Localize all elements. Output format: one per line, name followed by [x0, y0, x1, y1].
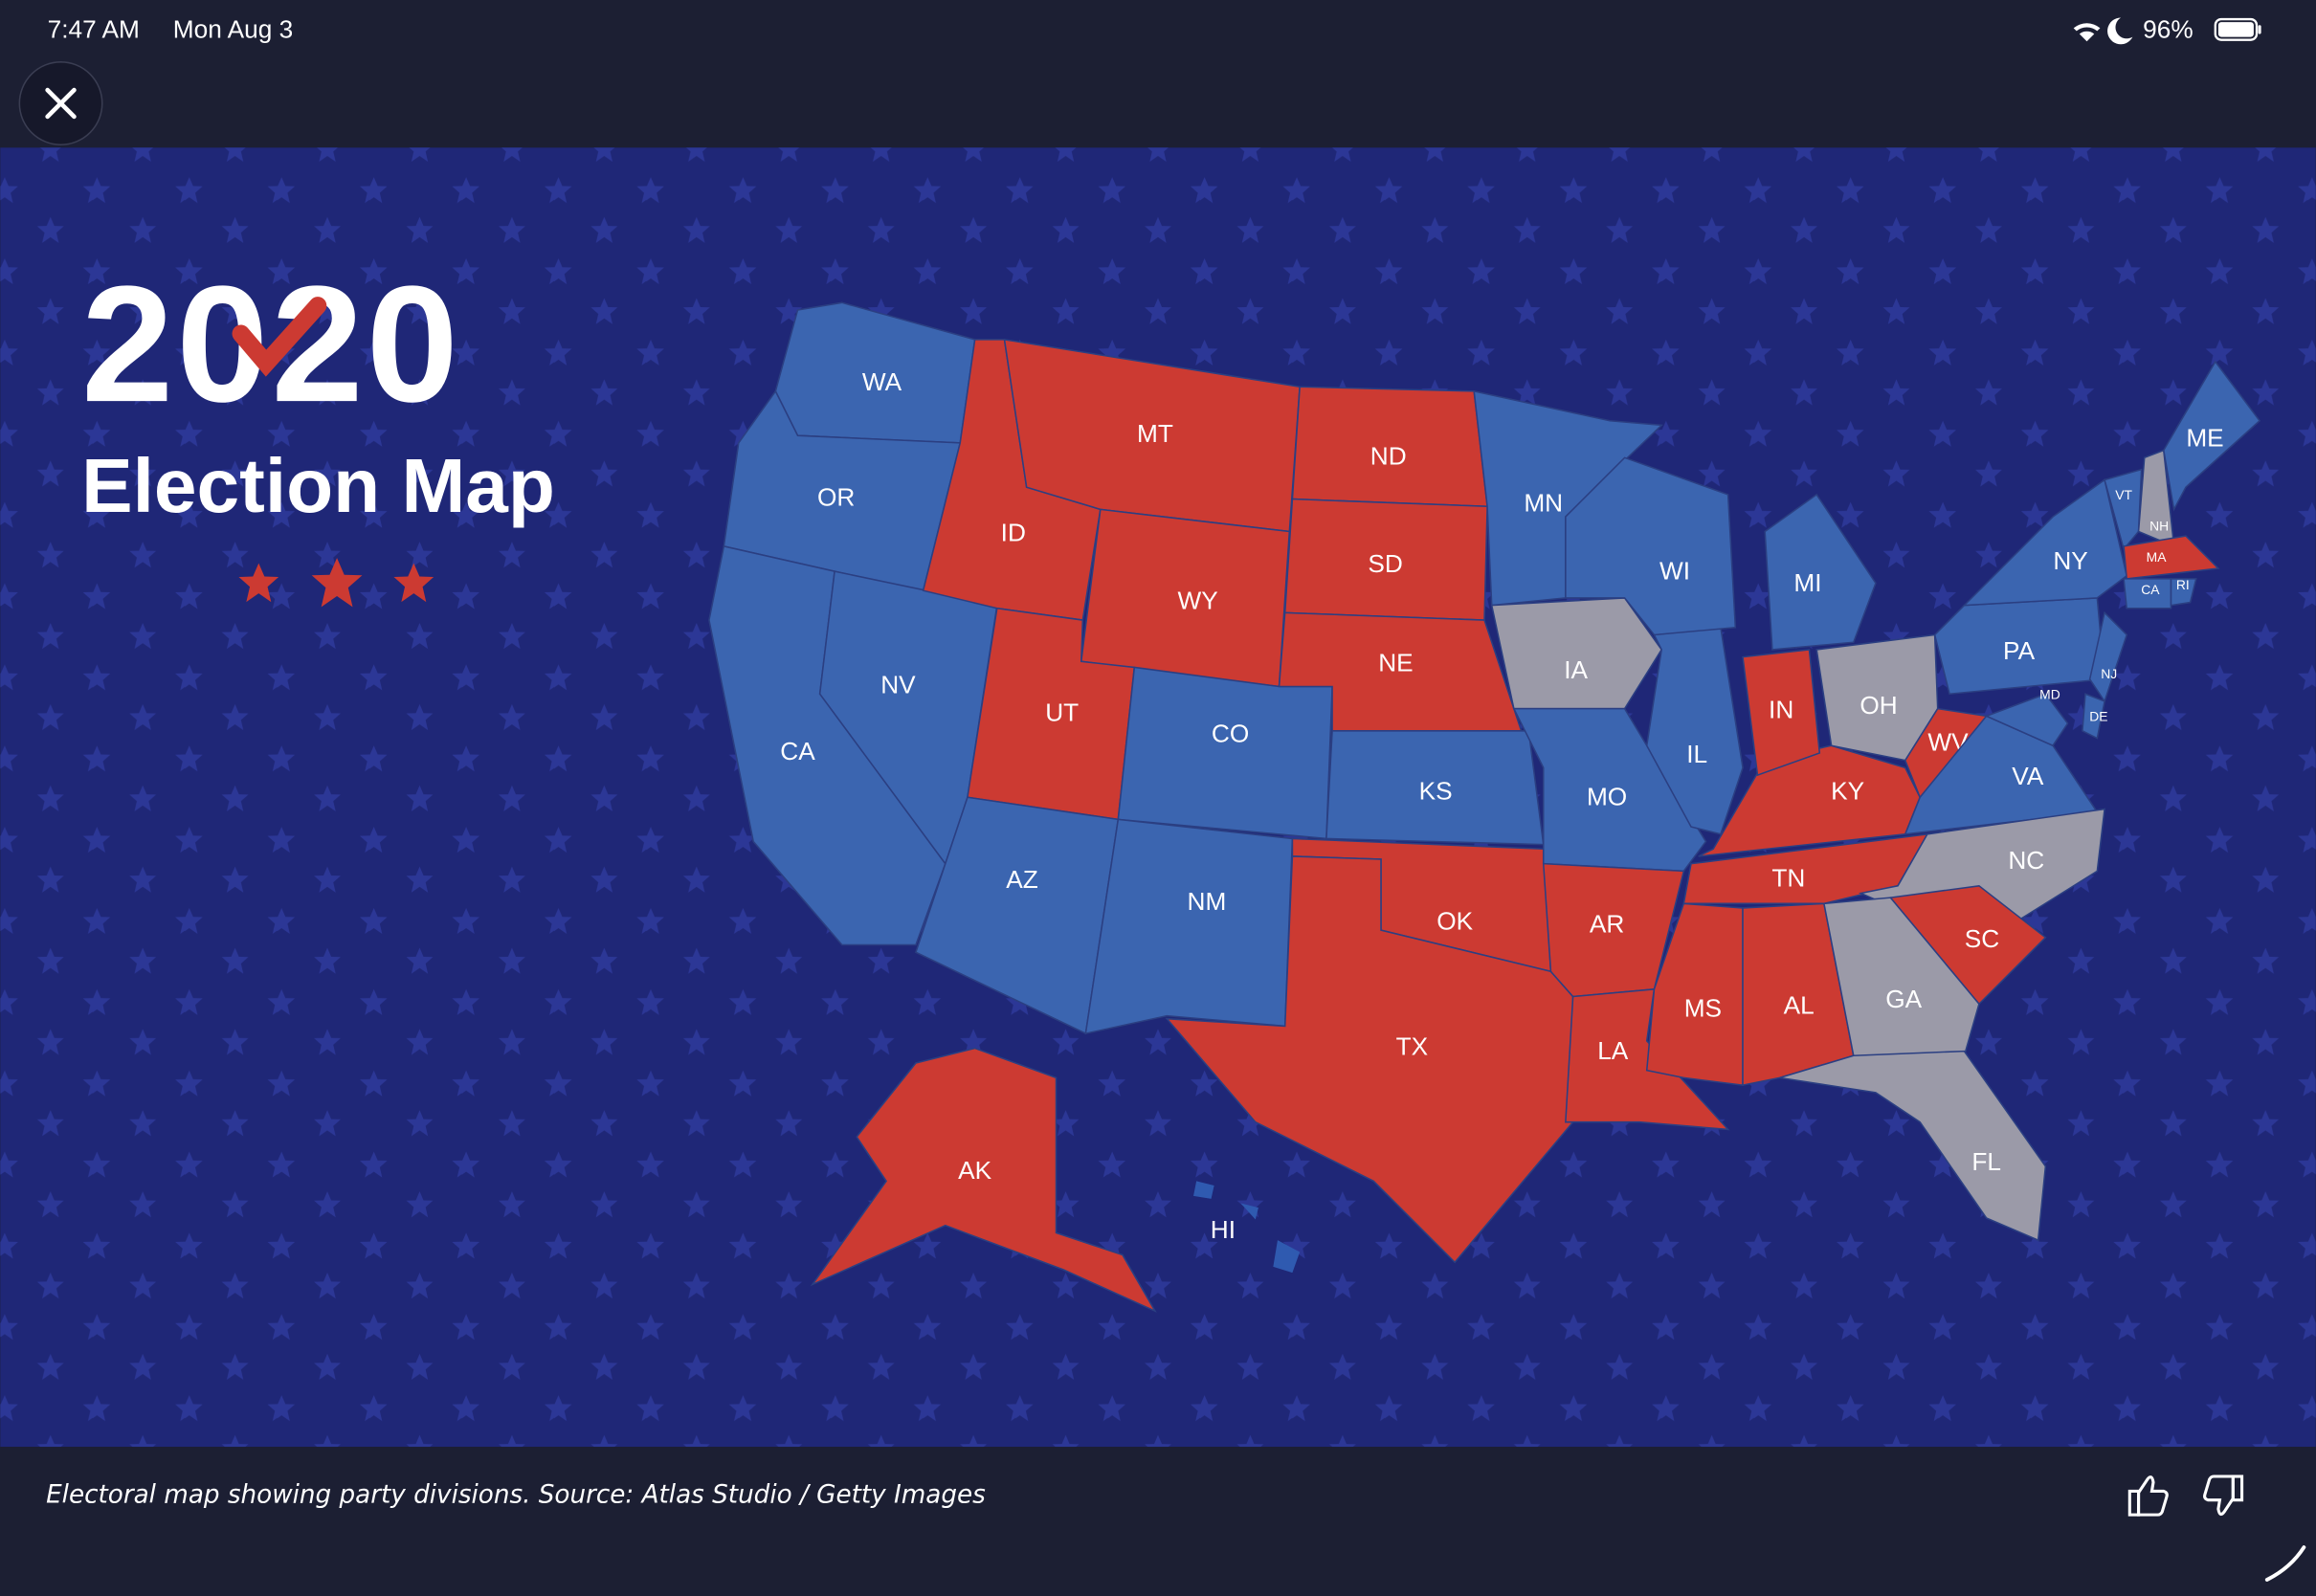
caption: Electoral map showing party divisions. S… [46, 1481, 986, 1510]
state-label: DE [2089, 709, 2107, 724]
state-label: CO [1212, 719, 1249, 747]
state-label: OR [817, 482, 855, 511]
state-label: AL [1784, 990, 1815, 1019]
state-shape [1117, 666, 1333, 840]
state-label: SD [1368, 549, 1402, 578]
state-shape [1193, 1181, 1301, 1274]
state-label: FL [1971, 1147, 2001, 1176]
state-shape [1742, 649, 1821, 777]
state-label: MS [1684, 993, 1722, 1022]
state-shape [1565, 456, 1737, 636]
state-label: ID [1001, 518, 1026, 546]
state-shape [810, 1047, 1157, 1313]
state-shape [1682, 832, 1929, 905]
state-label: AZ [1006, 865, 1038, 894]
state-label: NE [1378, 648, 1413, 676]
state-label: KY [1831, 777, 1864, 806]
state-shape [1512, 707, 1707, 873]
state-label: NM [1188, 887, 1227, 916]
state-label: IN [1769, 696, 1793, 724]
state-label: SC [1965, 924, 1999, 953]
state-label: MI [1793, 568, 1821, 597]
status-time: 7:47 AM [48, 14, 140, 43]
checkmark-icon [232, 297, 327, 377]
close-button[interactable] [18, 61, 103, 145]
state-label: NH [2149, 519, 2169, 534]
state-shape [1984, 693, 2069, 747]
state-shape [2082, 693, 2105, 740]
state-label: MO [1587, 783, 1627, 811]
state-label: KS [1419, 777, 1453, 806]
state-label: UT [1045, 698, 1079, 727]
state-label: GA [1885, 985, 1922, 1013]
state-shape [1764, 493, 1877, 651]
state-label: MA [2147, 549, 2168, 565]
state-shape [1165, 855, 1574, 1264]
state-shape [1084, 818, 1294, 1035]
state-label: AR [1590, 909, 1624, 938]
bottom-bar [0, 1447, 2316, 1596]
state-shape [1904, 715, 2099, 835]
state-label: CA [780, 737, 815, 765]
thumbs-up-button[interactable] [2127, 1475, 2169, 1517]
map-subtitle: Election Map [81, 443, 555, 529]
us-map: WA OR CA NV ID MT WY UT CO AZ NM ND SD NE KS OK TX MN IA MO… [708, 301, 2261, 1313]
state-label: RI [2176, 577, 2190, 592]
state-shape [1779, 1050, 2047, 1242]
state-label: MD [2039, 686, 2060, 701]
state-label: NV [880, 670, 916, 698]
state-label: WA [862, 367, 902, 396]
status-icons [2073, 17, 2261, 45]
state-label: WY [1178, 586, 1218, 614]
state-label: OK [1436, 906, 1473, 935]
state-label: IA [1564, 655, 1588, 684]
thumbs-down-button[interactable] [2203, 1474, 2244, 1517]
state-label: VT [2115, 487, 2132, 502]
state-shape [2123, 578, 2172, 610]
state-label: NJ [2101, 666, 2117, 681]
state-label: ME [2186, 424, 2223, 453]
state-shape [1822, 897, 1980, 1057]
state-label: ND [1370, 441, 1407, 470]
pencil-indicator [2264, 1545, 2306, 1582]
state-label: MT [1137, 419, 1173, 448]
state-label: TX [1396, 1031, 1429, 1060]
state-label: WI [1659, 557, 1690, 586]
top-bar [0, 0, 2316, 148]
state-shape [1490, 597, 1663, 710]
state-shape [2162, 360, 2261, 512]
state-label: AK [958, 1156, 991, 1185]
state-shape [914, 796, 1120, 1035]
state-label: CA [2141, 582, 2160, 597]
status-date: Mon Aug 3 [173, 14, 293, 43]
state-shape [2123, 535, 2220, 580]
state-label: VA [2012, 762, 2044, 790]
map-title: 2020 [81, 252, 461, 436]
state-shape [2170, 578, 2197, 607]
state-label: LA [1597, 1036, 1629, 1065]
state-label: OH [1859, 691, 1897, 720]
state-label: HI [1211, 1215, 1236, 1244]
state-label: PA [2003, 636, 2036, 665]
state-label: NY [2053, 546, 2087, 575]
state-label: MN [1524, 489, 1563, 518]
state-shape [1962, 478, 2128, 607]
state-label: NC [2008, 846, 2044, 875]
state-label: TN [1771, 864, 1805, 893]
state-label: IL [1686, 740, 1707, 768]
state-shape [1645, 626, 1744, 835]
battery-percent: 96% [2143, 14, 2193, 43]
